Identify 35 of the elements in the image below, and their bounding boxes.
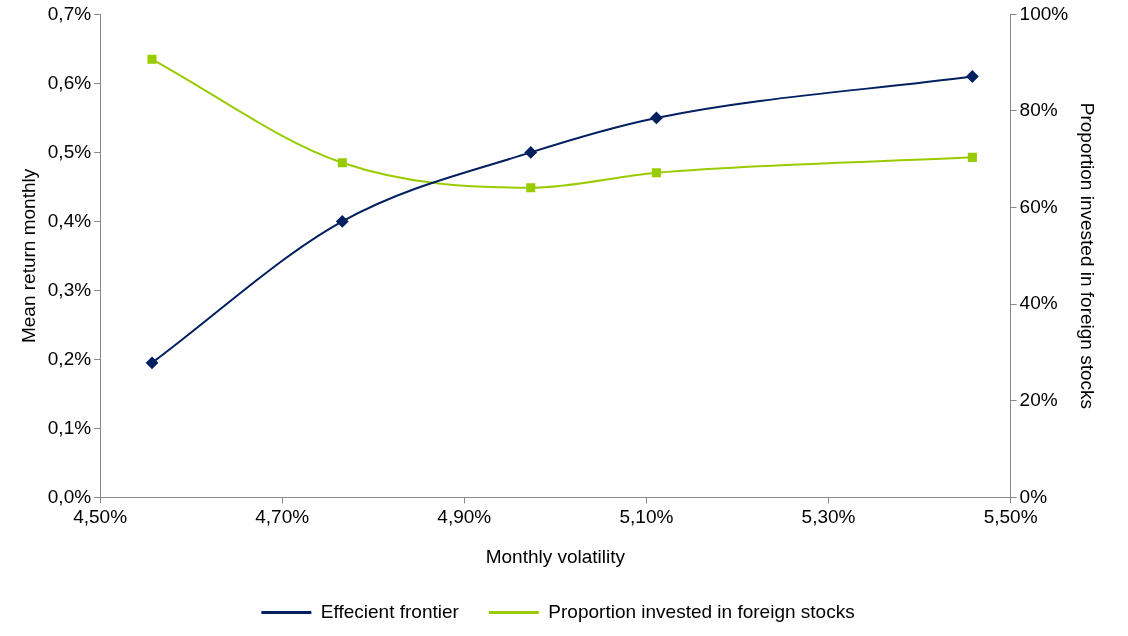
point — [336, 215, 349, 228]
point — [147, 54, 157, 64]
point — [524, 146, 537, 159]
legend-label: Proportion invested in foreign stocks — [548, 600, 855, 622]
point — [650, 111, 663, 124]
y-axis-title: Mean return monthly — [17, 168, 39, 344]
point — [146, 356, 159, 369]
y-tick-label: 0,7% — [47, 2, 92, 24]
point — [651, 168, 661, 178]
y-tick-label: 0,3% — [47, 278, 92, 300]
y-tick-label: 0,5% — [47, 140, 92, 162]
x-tick-label: 5,50% — [983, 506, 1038, 528]
y2-tick-label: 40% — [1019, 292, 1058, 314]
point — [967, 152, 977, 162]
x-tick-label: 4,70% — [255, 506, 310, 528]
point — [526, 183, 536, 193]
point — [966, 70, 979, 83]
y-tick-label: 0,6% — [47, 71, 92, 93]
x-tick-label: 4,50% — [73, 506, 128, 528]
y2-tick-label: 80% — [1019, 99, 1058, 121]
point — [337, 158, 347, 168]
y2-tick-label: 0% — [1019, 485, 1048, 507]
y2-tick-label: 60% — [1019, 195, 1058, 217]
x-axis-title: Monthly volatility — [485, 545, 626, 567]
y2-tick-label: 100% — [1019, 2, 1069, 24]
y-tick-label: 0,4% — [47, 209, 92, 231]
y-tick-label: 0,2% — [47, 347, 92, 369]
x-tick-label: 5,30% — [801, 506, 856, 528]
x-tick-label: 4,90% — [437, 506, 492, 528]
y2-tick-label: 20% — [1019, 389, 1058, 411]
y-tick-label: 0,0% — [47, 485, 92, 507]
legend-label: Effecient frontier — [320, 600, 460, 622]
y2-axis-title: Proportion invested in foreign stocks — [1077, 102, 1099, 410]
y-tick-label: 0,1% — [47, 416, 92, 438]
x-tick-label: 5,10% — [619, 506, 674, 528]
